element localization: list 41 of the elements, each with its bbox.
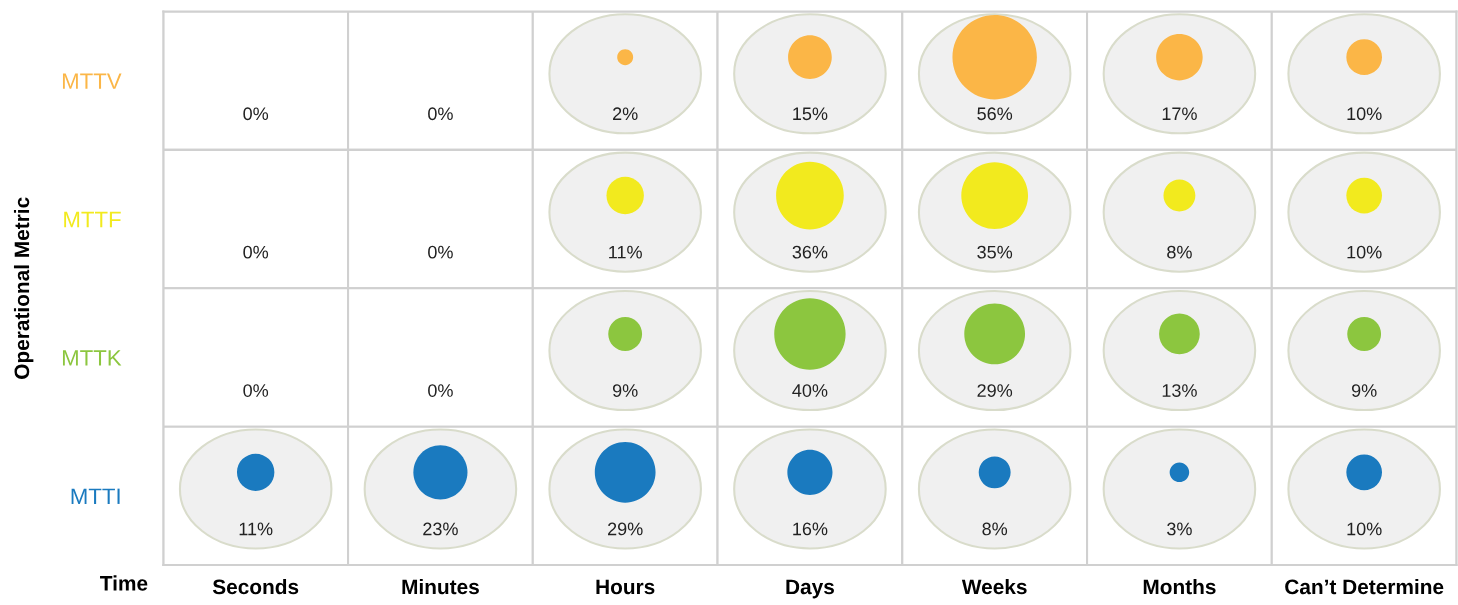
y-tick-label: MTTI	[71, 488, 120, 504]
data-label: 36%	[792, 245, 828, 259]
data-label: 35%	[977, 245, 1013, 259]
data-label: 10%	[1347, 522, 1382, 536]
data-label: 0%	[243, 384, 269, 397]
data-label: 16%	[793, 522, 828, 536]
y-tick-label: MTTK	[62, 350, 122, 366]
x-tick-label: Can’t Determine	[1285, 578, 1444, 595]
data-label: 9%	[1351, 384, 1377, 397]
data-label: 10%	[1347, 107, 1382, 121]
data-label: 56%	[977, 107, 1013, 121]
data-label: 0%	[428, 107, 453, 121]
data-label: 0%	[428, 384, 453, 397]
data-label: 13%	[1162, 384, 1197, 397]
data-label: 11%	[239, 522, 273, 536]
data-label: 3%	[1167, 522, 1192, 536]
x-tick-label: Weeks	[961, 578, 1027, 595]
y-tick-label: MTTV	[62, 73, 122, 89]
data-label: 0%	[243, 107, 269, 121]
x-tick-label: Minutes	[402, 578, 479, 595]
data-label: 29%	[608, 522, 643, 536]
data-label: 40%	[792, 384, 828, 397]
x-axis-title: Time	[100, 575, 148, 591]
data-label: 23%	[423, 522, 458, 536]
data-label: 0%	[243, 245, 269, 259]
data-label: 29%	[977, 384, 1013, 397]
x-tick-label: Days	[786, 579, 834, 599]
x-tick-label: Months	[1143, 578, 1216, 595]
data-label: 2%	[613, 107, 638, 121]
y-tick-label: MTTF	[64, 211, 121, 228]
data-label: 8%	[982, 522, 1008, 536]
data-label: 17%	[1162, 107, 1197, 121]
data-label: 10%	[1347, 245, 1382, 259]
x-tick-label: Hours	[596, 579, 655, 595]
y-axis-title: Operational Metric	[13, 197, 34, 379]
data-label: 8%	[1167, 245, 1192, 259]
data-label: 0%	[428, 245, 453, 259]
data-label: 11%	[609, 245, 642, 259]
data-label: 9%	[612, 384, 638, 397]
data-label: 15%	[793, 107, 828, 121]
x-tick-label: Seconds	[212, 578, 299, 595]
